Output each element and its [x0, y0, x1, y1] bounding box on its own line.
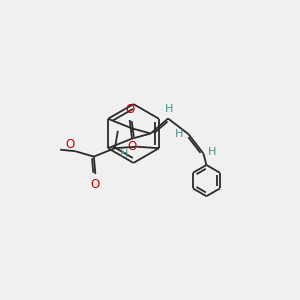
Text: H: H	[208, 147, 217, 158]
Text: O: O	[128, 140, 137, 153]
Text: O: O	[91, 178, 100, 191]
Text: H: H	[120, 149, 129, 159]
Text: H: H	[175, 128, 183, 139]
Text: O: O	[65, 138, 75, 151]
Text: O: O	[125, 103, 134, 116]
Text: H: H	[165, 104, 173, 114]
